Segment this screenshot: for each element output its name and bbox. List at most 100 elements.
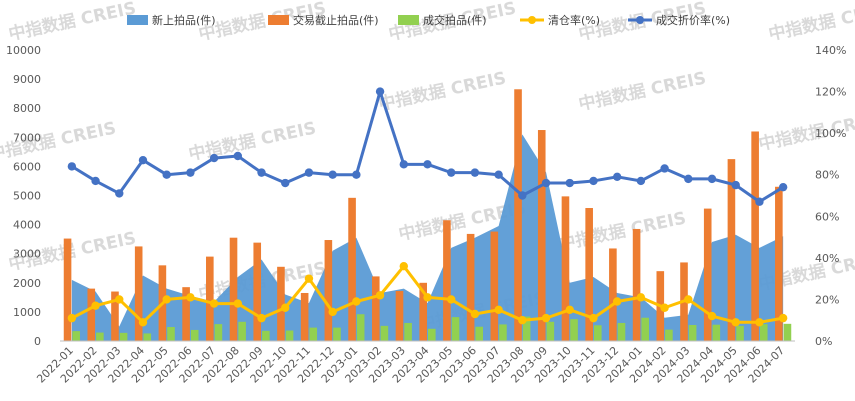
discount-rate-point-2022-03 — [115, 189, 124, 198]
y-left-tick-label: 4000 — [13, 219, 41, 232]
watermark: 中指数据 CREIS — [187, 117, 318, 165]
discount-rate-point-2023-09 — [541, 178, 551, 188]
y-right-tick-label: 60% — [815, 210, 839, 223]
clearance-rate-point-2022-03 — [115, 295, 124, 304]
discount-rate-point-2022-08 — [233, 151, 243, 161]
discount-rate-point-2023-01 — [352, 170, 361, 179]
legend-discount-rate-label: 成交折价率(%) — [656, 13, 730, 27]
bar-closed-2023-09 — [537, 130, 546, 341]
area-series-new-listings — [71, 134, 784, 341]
area-layer — [71, 134, 784, 341]
bar-closed-2024-01 — [632, 228, 641, 341]
bar-closed-2022-12 — [324, 240, 333, 341]
y-right-tick-label: 120% — [815, 86, 846, 99]
clearance-rate-point-2023-01 — [352, 297, 361, 306]
clearance-rate-point-2022-04 — [138, 318, 148, 327]
clearance-rate-point-2024-04 — [707, 311, 717, 321]
y-left-tick-label: 6000 — [13, 160, 41, 173]
discount-rate-point-2023-04 — [423, 160, 432, 169]
bar-sold-2024-04 — [712, 324, 721, 341]
bar-closed-2024-07 — [775, 186, 783, 341]
y-right-tick-label: 20% — [815, 293, 839, 306]
legend-new-listings-label: 新上拍品(件) — [152, 13, 216, 27]
discount-rate-point-2023-02 — [375, 87, 385, 96]
bar-sold-2023-03 — [404, 322, 412, 341]
clearance-rate-point-2022-02 — [91, 301, 100, 310]
bar-sold-2024-02 — [665, 329, 673, 341]
legend-sold-swatch — [398, 15, 419, 25]
discount-rate-point-2022-05 — [162, 170, 171, 179]
discount-rate-point-2024-05 — [731, 180, 740, 190]
bar-sold-2023-10 — [570, 319, 578, 341]
bar-sold-2022-12 — [333, 327, 341, 341]
y-right-tick-label: 80% — [815, 169, 839, 182]
discount-rate-point-2023-12 — [612, 172, 622, 181]
bar-closed-2023-04 — [419, 282, 427, 341]
bar-closed-2023-07 — [490, 231, 499, 341]
discount-rate-point-2023-07 — [494, 170, 503, 179]
clearance-rate-point-2022-11 — [304, 274, 314, 283]
discount-rate-point-2023-11 — [589, 176, 598, 186]
discount-rate-point-2023-06 — [470, 168, 480, 177]
bar-sold-2022-11 — [309, 327, 318, 341]
y-left-tick-label: 2000 — [13, 277, 41, 290]
discount-rate-point-2022-02 — [91, 176, 100, 186]
bar-sold-2024-07 — [783, 323, 792, 341]
bar-sold-2022-02 — [96, 332, 104, 341]
y-left-tick-label: 10000 — [6, 44, 41, 57]
watermark: 中指数据 CREIS — [577, 67, 708, 115]
legend-closed-swatch — [268, 15, 289, 25]
discount-rate-point-2022-04 — [138, 155, 148, 165]
clearance-rate-point-2022-12 — [328, 307, 337, 317]
bar-closed-2023-11 — [585, 208, 593, 341]
bar-sold-2022-09 — [262, 330, 270, 341]
clearance-rate-point-2023-05 — [447, 295, 456, 304]
clearance-rate-point-2023-08 — [518, 316, 527, 325]
legend-closed-label: 交易截止拍品(件) — [293, 13, 379, 27]
y-left-tick-label: 3000 — [13, 248, 41, 261]
watermark: 中指数据 CREIS — [557, 207, 688, 255]
bar-sold-2022-07 — [214, 324, 223, 341]
discount-rate-point-2024-06 — [755, 197, 764, 206]
y-right-tick-label: 100% — [815, 127, 846, 140]
discount-rate-point-2022-11 — [304, 168, 314, 177]
bar-sold-2024-05 — [736, 325, 744, 341]
y-left-tick-label: 0 — [34, 335, 41, 348]
bar-closed-2022-07 — [206, 256, 214, 341]
bar-closed-2022-10 — [277, 266, 285, 341]
legend-clearance-rate-label: 清仓率(%) — [548, 13, 600, 27]
clearance-rate-point-2023-07 — [494, 305, 503, 315]
legend-new-listings-swatch — [127, 15, 148, 25]
bar-sold-2024-06 — [759, 324, 768, 341]
bar-sold-2023-06 — [475, 326, 484, 341]
clearance-rate-point-2024-01 — [636, 293, 646, 302]
bar-sold-2022-01 — [72, 331, 80, 341]
y-left-tick-label: 1000 — [13, 306, 41, 319]
clearance-rate-point-2023-04 — [423, 293, 432, 302]
clearance-rate-point-2024-02 — [660, 303, 669, 312]
discount-rate-point-2023-10 — [565, 178, 574, 188]
y-left-tick-label: 9000 — [13, 73, 41, 86]
discount-rate-point-2024-07 — [778, 182, 788, 192]
bar-sold-2023-09 — [546, 321, 555, 341]
clearance-rate-point-2024-05 — [731, 318, 740, 327]
bar-closed-2022-08 — [229, 237, 238, 341]
discount-rate-point-2023-05 — [447, 168, 456, 177]
bar-sold-2022-05 — [167, 327, 175, 341]
legend-clearance-rate-marker — [528, 16, 536, 24]
clearance-rate-point-2022-09 — [257, 313, 266, 323]
discount-rate-point-2022-09 — [257, 168, 266, 177]
discount-rate-point-2024-03 — [684, 174, 693, 184]
clearance-rate-point-2022-06 — [186, 293, 195, 302]
discount-rate-point-2022-06 — [186, 168, 195, 177]
bar-sold-2023-12 — [617, 322, 626, 341]
bar-closed-2024-06 — [751, 131, 759, 341]
bar-closed-2023-05 — [443, 220, 451, 341]
bar-closed-2022-04 — [134, 246, 143, 341]
bar-closed-2023-10 — [561, 196, 570, 341]
bar-sold-2024-03 — [688, 324, 697, 341]
clearance-rate-point-2023-06 — [470, 309, 480, 319]
y-right-tick-label: 0% — [815, 335, 832, 348]
